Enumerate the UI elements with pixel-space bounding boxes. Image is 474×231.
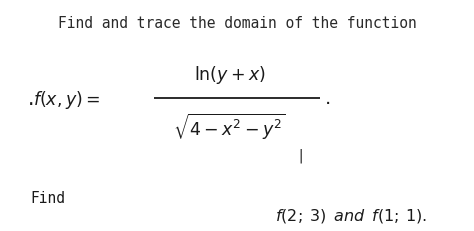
Text: .: . — [26, 91, 47, 109]
Text: $\mathrm{ln}(y + x)$: $\mathrm{ln}(y + x)$ — [194, 64, 266, 86]
Text: .: . — [325, 89, 331, 108]
Text: $\sqrt{4 - x^2 - y^2}$: $\sqrt{4 - x^2 - y^2}$ — [173, 112, 286, 142]
Text: |: | — [297, 149, 305, 163]
Text: $f(2;\: 3)$  $\mathit{and}$  $f(1;\: 1).$: $f(2;\: 3)$ $\mathit{and}$ $f(1;\: 1).$ — [274, 207, 427, 225]
Text: Find: Find — [31, 191, 66, 206]
Text: Find and trace the domain of the function: Find and trace the domain of the functio… — [58, 16, 416, 31]
Text: $f(x, y) =$: $f(x, y) =$ — [33, 89, 100, 112]
